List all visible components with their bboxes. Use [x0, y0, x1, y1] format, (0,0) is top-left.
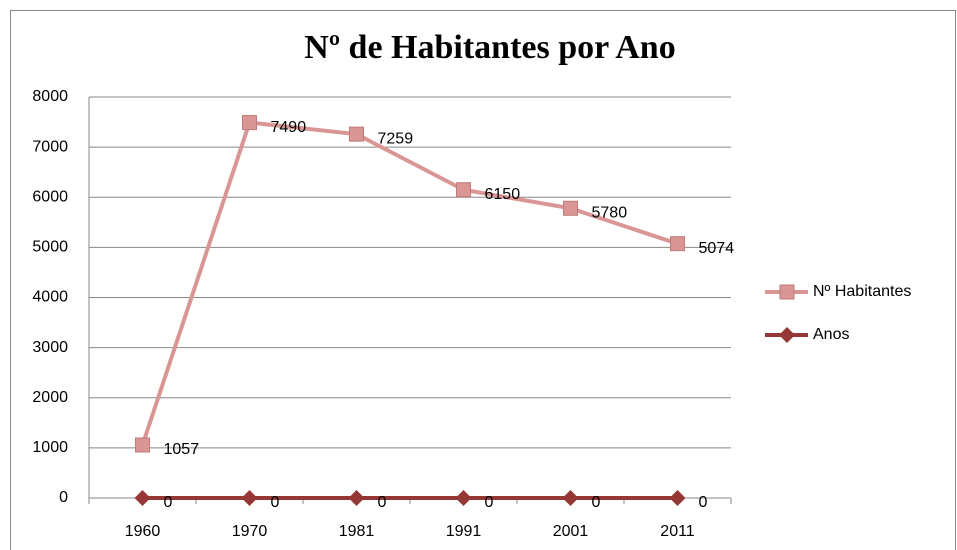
x-tick-label: 2001: [553, 523, 589, 540]
x-tick-label: 2011: [660, 523, 695, 540]
x-tick-label: 1960: [125, 523, 161, 540]
y-tick-label: 1000: [32, 439, 68, 456]
y-tick-label: 5000: [32, 239, 68, 256]
marker: [242, 115, 257, 131]
marker: [134, 490, 151, 506]
marker: [135, 437, 150, 453]
x-tick-label: 1991: [446, 523, 482, 540]
data-label: 7490: [271, 119, 307, 136]
data-label: 0: [164, 494, 173, 511]
x-tick-label: 1981: [339, 523, 375, 540]
data-label: 0: [485, 494, 494, 511]
data-label: 0: [378, 494, 387, 511]
marker: [241, 490, 258, 506]
marker: [670, 236, 685, 252]
data-label: 0: [271, 494, 280, 511]
y-tick-label: 8000: [32, 88, 68, 105]
series-line: [140, 120, 679, 446]
y-tick-label: 7000: [32, 138, 68, 155]
y-tick-label: 3000: [32, 339, 68, 356]
marker: [563, 200, 578, 216]
data-label: 0: [699, 494, 708, 511]
legend-label: Nº Habitantes: [813, 283, 911, 300]
marker: [348, 490, 365, 506]
data-label: 6150: [485, 186, 521, 203]
data-label: 0: [592, 494, 601, 511]
data-label: 1057: [164, 441, 200, 458]
marker: [779, 327, 795, 343]
y-tick-label: 4000: [32, 289, 68, 306]
chart-border: [10, 10, 956, 550]
chart-title: Nº de Habitantes por Ano: [304, 29, 675, 66]
marker: [349, 126, 364, 142]
y-tick-label: 0: [59, 489, 68, 506]
data-label: 7259: [378, 130, 414, 147]
marker: [456, 182, 471, 198]
y-tick-label: 6000: [32, 188, 68, 205]
marker: [562, 490, 579, 506]
marker: [779, 284, 795, 300]
data-label: 5074: [699, 240, 735, 257]
marker: [455, 490, 472, 506]
y-tick-label: 2000: [32, 389, 68, 406]
marker: [669, 490, 686, 506]
data-label: 5780: [592, 204, 628, 221]
legend-label: Anos: [813, 326, 849, 343]
x-tick-label: 1970: [232, 523, 268, 540]
